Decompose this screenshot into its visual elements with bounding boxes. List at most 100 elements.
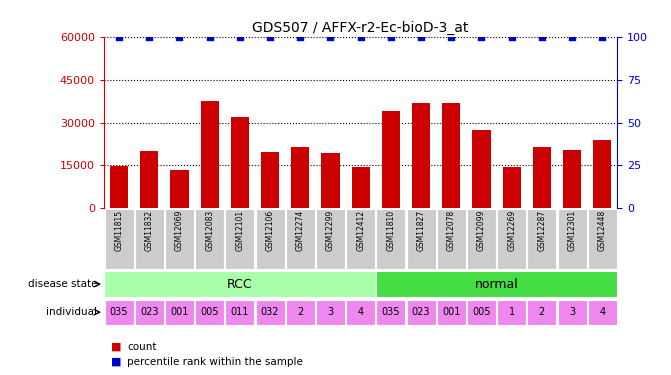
Bar	[412, 103, 430, 208]
Bar	[256, 209, 285, 269]
Bar	[376, 300, 405, 325]
Text: disease state: disease state	[28, 279, 97, 289]
Bar	[533, 147, 551, 208]
Bar	[135, 300, 164, 325]
Bar	[231, 117, 249, 208]
Bar	[472, 130, 491, 208]
Text: GSM12101: GSM12101	[236, 210, 244, 251]
Bar	[105, 209, 134, 269]
Point	[325, 34, 336, 40]
Bar	[407, 209, 435, 269]
Bar	[286, 300, 315, 325]
Text: GSM12448: GSM12448	[598, 210, 607, 251]
Bar	[104, 272, 376, 297]
Bar	[437, 300, 466, 325]
Bar	[346, 300, 375, 325]
Text: GSM12269: GSM12269	[507, 210, 516, 251]
Point	[446, 34, 457, 40]
Bar	[321, 153, 340, 208]
Text: RCC: RCC	[227, 278, 253, 291]
Text: 035: 035	[382, 307, 400, 317]
Bar	[316, 209, 345, 269]
Bar	[352, 167, 370, 208]
Point	[144, 34, 154, 40]
Text: 4: 4	[358, 307, 364, 317]
Bar	[503, 167, 521, 208]
Bar	[376, 209, 405, 269]
Point	[204, 34, 215, 40]
Bar	[135, 209, 164, 269]
Text: 005: 005	[472, 307, 491, 317]
Text: 1: 1	[509, 307, 515, 317]
Bar	[527, 300, 556, 325]
Bar	[225, 209, 254, 269]
Point	[566, 34, 577, 40]
Point	[174, 34, 185, 40]
Bar	[382, 111, 400, 208]
Text: GSM12299: GSM12299	[326, 210, 335, 251]
Bar	[497, 300, 526, 325]
Bar	[256, 300, 285, 325]
Point	[386, 34, 397, 40]
Text: count: count	[127, 342, 157, 352]
Point	[476, 34, 487, 40]
Bar	[201, 102, 219, 208]
Bar	[286, 209, 315, 269]
Point	[507, 34, 517, 40]
Bar	[261, 152, 279, 208]
Bar	[527, 209, 556, 269]
Text: GSM12083: GSM12083	[205, 210, 214, 251]
Bar	[140, 151, 158, 208]
Bar	[437, 209, 466, 269]
Bar	[110, 166, 128, 208]
Text: 3: 3	[569, 307, 575, 317]
Point	[597, 34, 608, 40]
Bar	[316, 300, 345, 325]
Point	[235, 34, 246, 40]
Bar	[467, 209, 496, 269]
Text: GSM11815: GSM11815	[115, 210, 123, 251]
Text: GSM12106: GSM12106	[266, 210, 274, 251]
Bar	[165, 300, 194, 325]
Text: 2: 2	[539, 307, 545, 317]
Text: GSM12412: GSM12412	[356, 210, 365, 251]
Bar	[558, 300, 586, 325]
Text: individual: individual	[46, 307, 97, 317]
Bar	[563, 150, 581, 208]
Point	[264, 34, 275, 40]
Bar	[442, 103, 460, 208]
Text: 3: 3	[327, 307, 333, 317]
Bar	[407, 300, 435, 325]
Text: GSM12069: GSM12069	[175, 210, 184, 251]
Bar	[225, 300, 254, 325]
Bar	[558, 209, 586, 269]
Text: 001: 001	[170, 307, 189, 317]
Text: GSM12301: GSM12301	[568, 210, 576, 251]
Bar	[467, 300, 496, 325]
Point	[416, 34, 427, 40]
Bar	[376, 272, 617, 297]
Text: percentile rank within the sample: percentile rank within the sample	[127, 357, 303, 367]
Bar	[170, 170, 189, 208]
Text: 005: 005	[201, 307, 219, 317]
Bar	[497, 209, 526, 269]
Text: 023: 023	[412, 307, 430, 317]
Text: GSM12274: GSM12274	[296, 210, 305, 251]
Text: 001: 001	[442, 307, 460, 317]
Bar	[195, 300, 224, 325]
Bar	[593, 140, 611, 208]
Point	[113, 34, 125, 40]
Text: GSM12287: GSM12287	[537, 210, 546, 251]
Point	[356, 34, 366, 40]
Text: 032: 032	[261, 307, 279, 317]
Bar	[105, 300, 134, 325]
Bar	[195, 209, 224, 269]
Bar	[291, 147, 309, 208]
Text: GSM11810: GSM11810	[386, 210, 395, 251]
Point	[537, 34, 548, 40]
Text: 2: 2	[297, 307, 303, 317]
Text: ■: ■	[111, 342, 125, 352]
Text: GSM11832: GSM11832	[145, 210, 154, 251]
Bar	[588, 300, 617, 325]
Text: normal: normal	[474, 278, 519, 291]
